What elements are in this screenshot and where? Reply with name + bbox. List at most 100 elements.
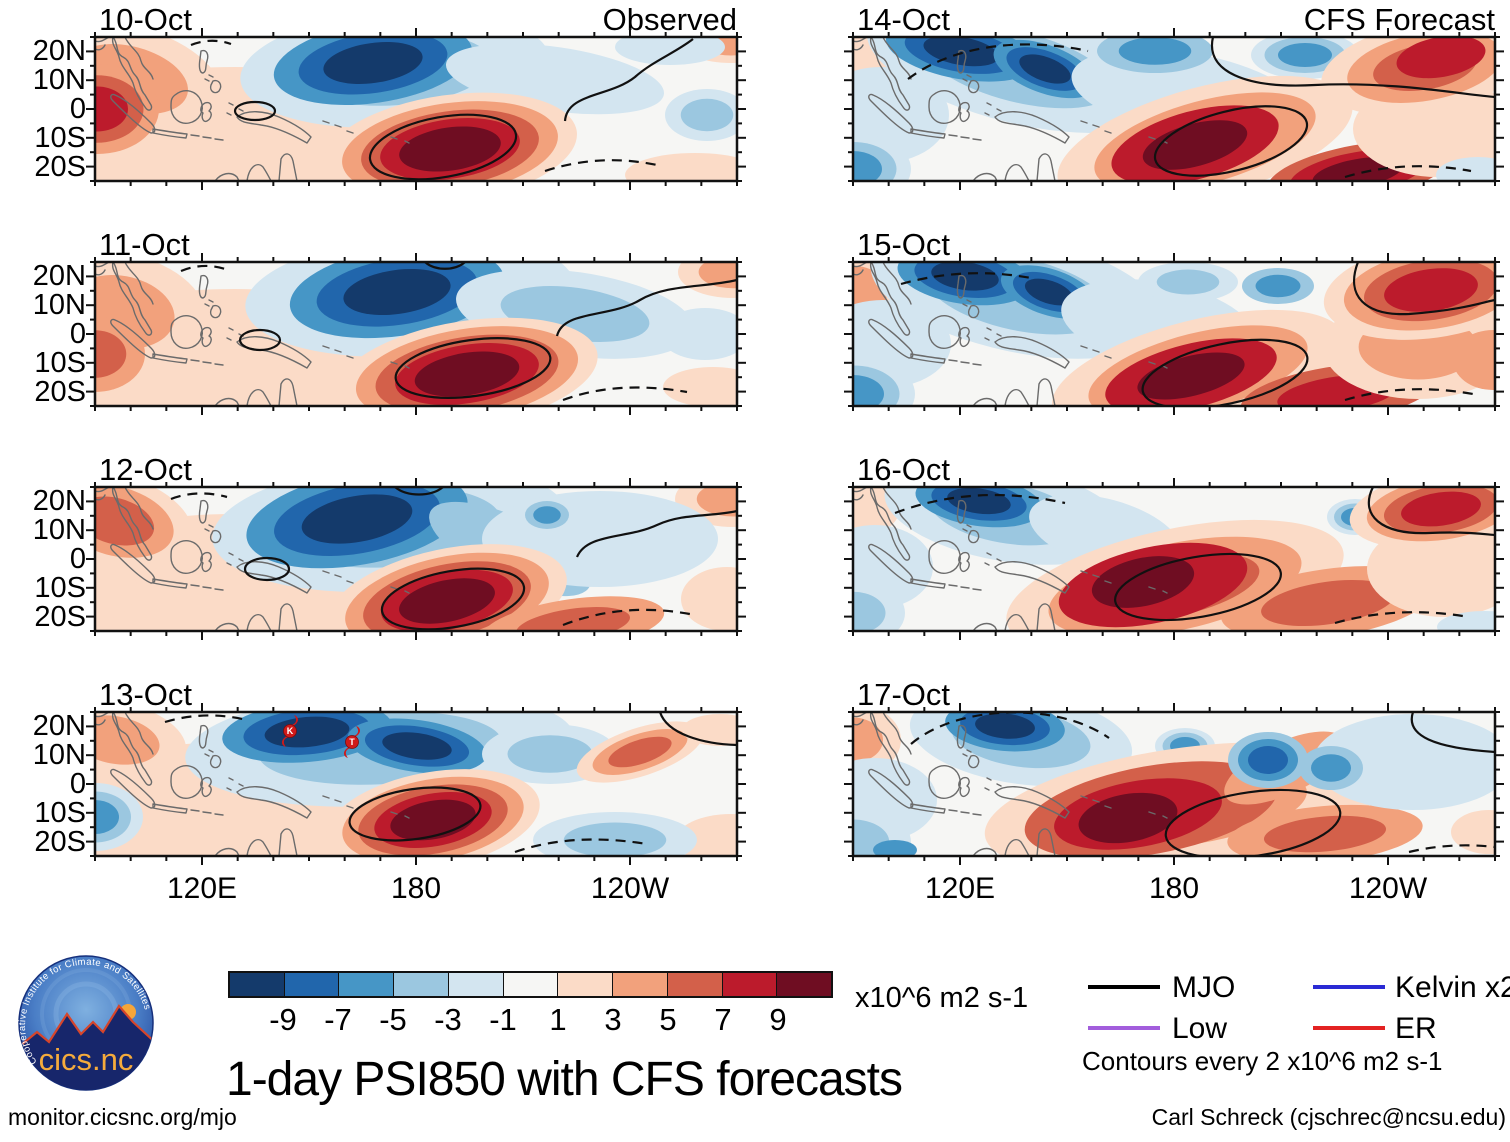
lat-axis-label: 20S (34, 825, 86, 858)
cics-logo: cics.nc Cooperative Institute for Climat… (17, 955, 154, 1091)
legend-label: Low (1172, 1012, 1228, 1045)
storm-letter: K (287, 726, 294, 736)
axis-ticks (844, 253, 1504, 415)
map-panel-12-oct (86, 478, 746, 640)
lat-axis-label: 10S (34, 346, 86, 379)
colorbar-segment (612, 973, 667, 996)
coastlines (853, 37, 1168, 181)
colorbar-tick-label: -1 (489, 1002, 517, 1037)
lat-axis-label: 0 (69, 768, 86, 800)
coastlines (95, 37, 410, 181)
colorbar-segment (338, 973, 394, 996)
map-field (853, 262, 1495, 406)
panel-date-label: 11-Oct (99, 227, 190, 262)
tropical-cyclone-icon: T (343, 726, 361, 758)
map-field (95, 487, 737, 631)
lat-axis-label: 20S (34, 150, 86, 183)
mjo-contours (170, 487, 737, 631)
axis-ticks (844, 478, 1504, 640)
mjo-contours (190, 38, 694, 181)
legend-label: MJO (1172, 971, 1236, 1004)
axis-ticks (86, 28, 746, 190)
colorbar-segment (721, 973, 777, 996)
colorbar-segment (283, 973, 339, 996)
colorbar-tick-label: -3 (434, 1002, 462, 1037)
map-panel-17-oct (844, 703, 1504, 865)
lat-axis-label: 20N (32, 485, 86, 518)
tropical-cyclone-icon: K (281, 715, 299, 747)
lat-axis-label: 10N (32, 289, 86, 322)
legend-note: Contours every 2 x10^6 m2 s-1 (1082, 1046, 1443, 1076)
axis-ticks (86, 703, 746, 865)
mountain-ridge-line (19, 1004, 153, 1051)
lat-axis-label: 10N (32, 739, 86, 772)
legend-line-er (1313, 1026, 1385, 1030)
axis-ticks (86, 253, 746, 415)
lat-axis-label: 10S (34, 121, 86, 154)
lat-axis-label: 10S (34, 796, 86, 829)
lat-axis-label: 0 (69, 93, 86, 125)
map-field (95, 262, 737, 406)
map-panel-14-oct (844, 28, 1504, 190)
coastlines (853, 712, 1168, 856)
legend-line-mjo (1088, 985, 1160, 989)
map-field (95, 37, 737, 181)
map-panel-10-oct (86, 28, 746, 190)
panel-date-label: 14-Oct (857, 2, 951, 37)
lon-axis-label: 120W (590, 872, 670, 905)
map-panel-16-oct (844, 478, 1504, 640)
lat-axis-label: 20N (32, 260, 86, 293)
panel-date-label: 15-Oct (857, 227, 951, 262)
lat-axis-label: 10N (32, 514, 86, 547)
mjo-contours (907, 37, 1495, 179)
colorbar-segment (557, 973, 613, 996)
lat-axis-label: 0 (69, 318, 86, 350)
axis-ticks (86, 478, 746, 640)
panel-date-label: 13-Oct (99, 677, 193, 712)
colorbar-tick-label: 7 (714, 1002, 732, 1037)
lon-axis-label: 120W (1348, 872, 1428, 905)
mjo-contours (164, 712, 737, 854)
lon-axis-label: 180 (390, 872, 442, 905)
column-heading: CFS Forecast (1303, 2, 1495, 37)
lon-axis-label: 120E (166, 872, 238, 905)
colorbar-tick-label: -9 (269, 1002, 297, 1037)
colorbar-segment (447, 973, 503, 996)
legend-line-low (1088, 1026, 1160, 1030)
colorbar-segment (393, 973, 448, 996)
footer-credit: Carl Schreck (cjschrec@ncsu.edu) (1151, 1104, 1506, 1130)
colorbar-segment (776, 973, 832, 996)
mjo-contours (900, 262, 1495, 406)
lat-axis-label: 20N (32, 35, 86, 68)
column-heading: Observed (602, 2, 737, 37)
legend-line-kelvin-x2 (1313, 985, 1385, 989)
map-field (853, 37, 1495, 181)
axis-ticks (844, 28, 1504, 190)
mountains-silhouette (19, 1006, 153, 1090)
mjo-contours (894, 487, 1495, 625)
colorbar-unit-label: x10^6 m2 s-1 (855, 982, 1029, 1014)
map-panel-15-oct (844, 253, 1504, 415)
axis-ticks (844, 703, 1504, 865)
colorbar-tick-label: 9 (769, 1002, 787, 1037)
storm-letter: T (349, 737, 355, 747)
map-field (853, 712, 1495, 856)
lat-axis-label: 20N (32, 710, 86, 743)
panel-date-label: 10-Oct (99, 2, 193, 37)
logo-wordmark: cics.nc (39, 1042, 134, 1077)
panel-date-label: 12-Oct (99, 452, 193, 487)
map-panel-11-oct (86, 253, 746, 415)
lat-axis-label: 20S (34, 600, 86, 633)
coastlines (95, 487, 410, 631)
lat-axis-label: 10N (32, 64, 86, 97)
map-field: KT (95, 712, 737, 856)
lat-axis-label: 10S (34, 571, 86, 604)
legend-label: ER (1395, 1012, 1437, 1045)
lon-axis-label: 180 (1148, 872, 1200, 905)
map-panel-13-oct: KT (86, 703, 746, 865)
panel-date-label: 17-Oct (857, 677, 951, 712)
colorbar-segment (230, 973, 284, 996)
coastlines (95, 262, 410, 406)
colorbar-tick-label: 5 (659, 1002, 677, 1037)
